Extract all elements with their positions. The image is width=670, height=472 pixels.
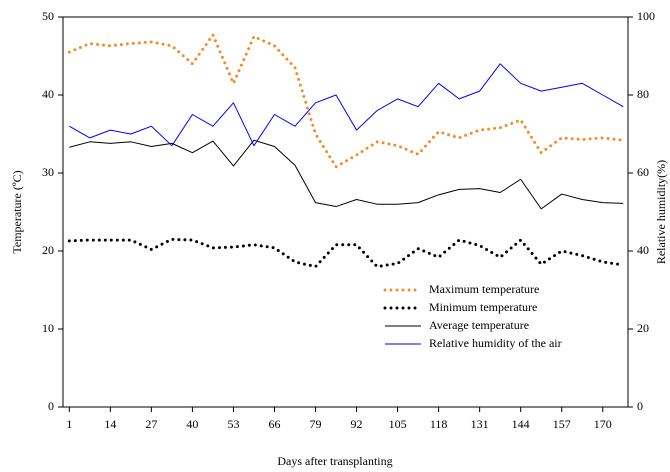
x-tick-label: 66: [268, 417, 280, 431]
x-tick-label: 118: [430, 417, 448, 431]
legend-label: Minimum temperature: [429, 300, 537, 314]
x-tick-label: 1: [66, 417, 72, 431]
data-line: [67, 33, 625, 169]
x-tick-label: 27: [145, 417, 157, 431]
data-line: [69, 139, 624, 210]
x-tick-label: 92: [351, 417, 363, 431]
legend-label: Maximum temperature: [429, 282, 539, 296]
y2-tick-label: 40: [637, 243, 649, 257]
y-tick-label: 50: [42, 9, 54, 23]
legend-label: Average temperature: [429, 318, 529, 332]
y-tick-label: 0: [48, 399, 54, 413]
x-tick-label: 157: [553, 417, 571, 431]
x-tick-label: 14: [104, 417, 116, 431]
legend-label: Relative humidity of the air: [429, 336, 562, 350]
y2-tick-label: 20: [637, 321, 649, 335]
y-tick-label: 20: [42, 243, 54, 257]
y-tick-label: 40: [42, 87, 54, 101]
data-line: [67, 237, 625, 269]
x-tick-label: 170: [594, 417, 612, 431]
x-tick-label: 105: [389, 417, 407, 431]
y-tick-label: 10: [42, 321, 54, 335]
x-tick-label: 79: [310, 417, 322, 431]
y2-tick-label: 0: [637, 399, 643, 413]
y2-axis-label: Relative humidity(%): [654, 160, 668, 264]
y2-tick-label: 80: [637, 87, 649, 101]
plot-frame: [62, 16, 629, 408]
y2-tick-label: 100: [637, 9, 655, 23]
x-tick-label: 131: [471, 417, 489, 431]
y-tick-label: 30: [42, 165, 54, 179]
x-tick-label: 144: [512, 417, 530, 431]
x-axis-label: Days after transplanting: [277, 454, 392, 468]
x-tick-label: 40: [186, 417, 198, 431]
data-line: [69, 63, 624, 147]
y2-tick-label: 60: [637, 165, 649, 179]
y-axis-label: Temperature (ºC): [10, 170, 24, 253]
x-tick-label: 53: [227, 417, 239, 431]
